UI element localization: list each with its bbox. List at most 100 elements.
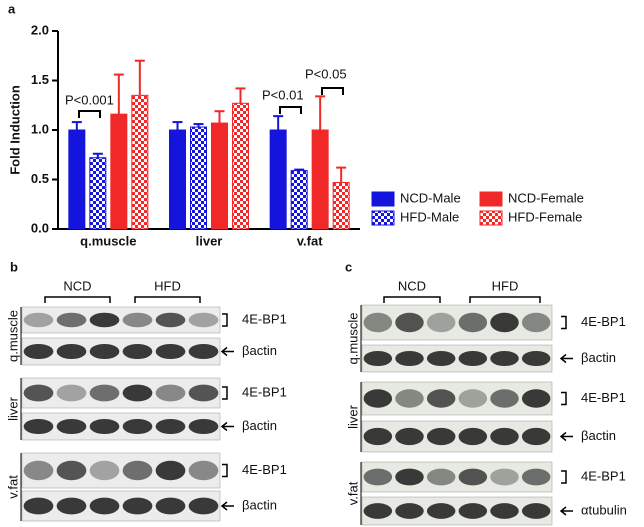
blot-band	[521, 503, 551, 519]
blot-band	[188, 384, 219, 402]
blot-band	[363, 350, 393, 367]
blot-band	[521, 389, 551, 408]
band-label: 4E-BP1	[581, 314, 626, 329]
band-label: αtubulin	[581, 502, 627, 517]
blot-band	[155, 312, 186, 328]
blot-band	[122, 384, 153, 402]
legend-label: HFD-Female	[508, 209, 582, 224]
blot-band	[363, 389, 393, 408]
bar	[131, 94, 149, 230]
bar	[269, 129, 287, 230]
blot-strip	[21, 490, 221, 522]
blot-band	[490, 312, 519, 333]
annotation: P<0.001	[65, 92, 114, 107]
blot-band	[188, 418, 219, 435]
blot-band	[363, 312, 393, 333]
band-arrow	[220, 346, 234, 357]
blot-band	[490, 468, 519, 486]
blot-band	[122, 497, 153, 515]
band-label: βactin	[242, 497, 277, 512]
blot-strip	[21, 377, 221, 409]
blot-band	[395, 312, 424, 333]
y-tick-label: 2.0	[31, 22, 49, 37]
y-tick-label: 0.0	[31, 220, 49, 235]
group-label: HFD	[154, 278, 181, 293]
panel-label: c	[345, 259, 352, 274]
blot-band	[155, 384, 186, 402]
blot-band	[395, 389, 424, 408]
legend-label: HFD-Male	[400, 209, 459, 224]
band-label: 4E-BP1	[242, 462, 287, 477]
tissue-label: q.muscle	[345, 312, 360, 364]
band-bracket	[561, 391, 567, 406]
blot-band	[458, 468, 488, 486]
band-arrow	[559, 506, 573, 516]
blot-band	[426, 350, 456, 367]
blot-band	[56, 460, 87, 481]
y-axis-title: Fold Induction	[7, 85, 22, 175]
band-label: βactin	[581, 428, 616, 443]
band-bracket	[222, 463, 228, 478]
tissue-label: q.muscle	[5, 310, 20, 362]
blot-band	[122, 312, 153, 328]
blot-band	[155, 418, 186, 435]
blot-band	[426, 312, 456, 333]
tissue-label: v.fat	[5, 475, 20, 499]
band-bracket	[561, 315, 567, 330]
panel-label: a	[8, 1, 16, 16]
blot-band	[56, 497, 87, 515]
bar	[290, 170, 308, 230]
legend-swatch	[371, 191, 395, 207]
bar	[89, 157, 107, 230]
blot-band	[89, 497, 120, 515]
band-label: 4E-BP1	[242, 311, 287, 326]
legend-label: NCD-Female	[508, 190, 584, 205]
group-bracket	[383, 296, 441, 303]
tissue-label: v.fat	[345, 481, 360, 505]
blot-band	[23, 343, 54, 360]
legend-swatch	[479, 210, 503, 226]
blot-strip	[361, 420, 553, 453]
blot-strip	[21, 337, 221, 366]
band-bracket	[222, 386, 228, 400]
y-tick-label: 0.5	[31, 171, 49, 186]
blot-band	[395, 350, 424, 367]
band-label: 4E-BP1	[242, 384, 287, 399]
blot-strip	[361, 304, 553, 341]
band-label: 4E-BP1	[581, 468, 626, 483]
blot-band	[56, 384, 87, 402]
band-label: 4E-BP1	[581, 390, 626, 405]
group-bracket	[134, 296, 201, 303]
blot-band	[521, 427, 551, 446]
bar	[311, 129, 329, 230]
blot-band	[426, 503, 456, 519]
x-tick-label: q.muscle	[80, 233, 136, 248]
bar	[169, 129, 186, 230]
blot-band	[458, 389, 488, 408]
blot-band	[188, 312, 219, 328]
blot-band	[155, 343, 186, 360]
panel-label: b	[10, 259, 18, 274]
sig-bracket	[279, 106, 302, 114]
blot-band	[23, 312, 54, 328]
blot-strip	[361, 461, 553, 493]
x-tick-label: liver	[196, 233, 223, 248]
annotation: P<0.05	[305, 66, 347, 81]
blot-band	[89, 312, 120, 328]
blot-band	[23, 460, 54, 481]
tissue-label: liver	[345, 404, 360, 429]
group-bracket	[469, 296, 541, 303]
y-tick-label: 1.0	[31, 121, 49, 136]
blot-band	[395, 468, 424, 486]
blot-band	[363, 468, 393, 486]
blot-band	[23, 384, 54, 402]
blot-band	[521, 350, 551, 367]
blot-band	[458, 427, 488, 446]
y-tick-label: 1.5	[31, 72, 49, 87]
blot-band	[490, 389, 519, 408]
band-arrow	[220, 501, 234, 511]
band-arrow	[220, 421, 234, 432]
blot-band	[122, 460, 153, 481]
blot-band	[122, 418, 153, 435]
